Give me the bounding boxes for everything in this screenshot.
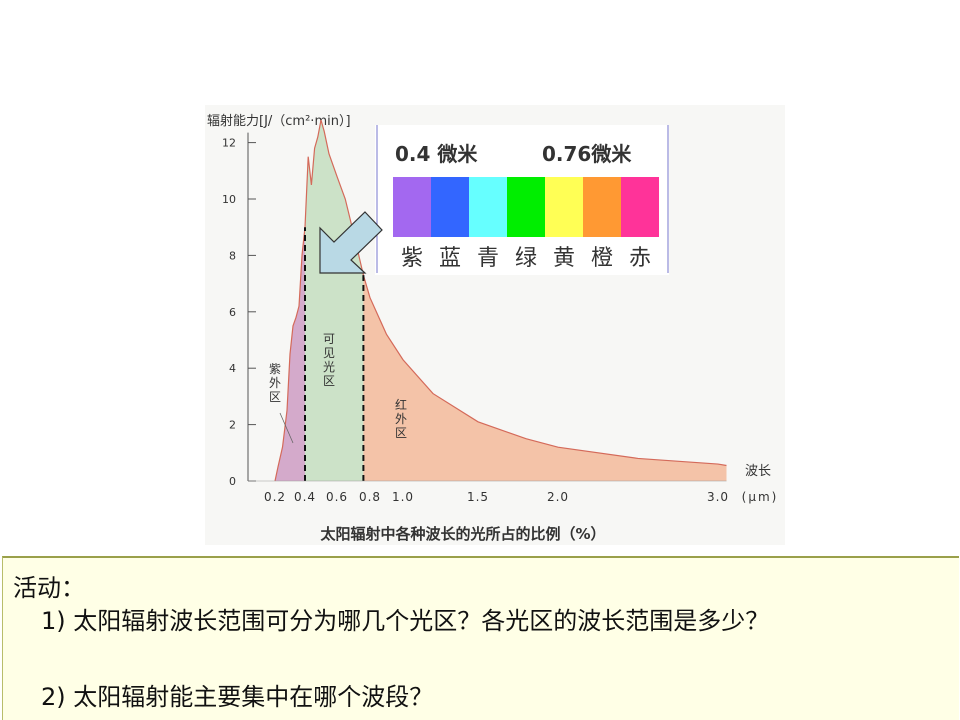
x-axis-unit: (μm): [742, 490, 779, 504]
spectrum-swatch: [583, 177, 621, 237]
spectrum-swatch: [507, 177, 545, 237]
spectrum-swatch: [621, 177, 659, 237]
inset-left-label: 0.4 微米: [395, 142, 478, 166]
spectrum-color-name: 青: [477, 246, 499, 271]
x-tick-label: 3.0: [707, 490, 729, 504]
svg-text:红: 红: [395, 397, 407, 412]
y-tick-label: 10: [222, 193, 236, 206]
solar-radiation-figure: 0 2 4 6 8 10 12 辐射能力[J/（cm²·min）] 0.2 0.4 0.6 0.8 1.…: [205, 105, 785, 545]
spectrum-color-name: 橙: [591, 246, 613, 271]
inset-right-label: 0.76微米: [542, 142, 632, 166]
region-label-uv: 紫外区: [269, 362, 281, 404]
region-area: [305, 120, 364, 481]
chart-svg: 0 2 4 6 8 10 12 辐射能力[J/（cm²·min）] 0.2 0.4 0.6 0.8 1.…: [207, 113, 779, 543]
region-label-ir: 红外区: [395, 397, 407, 440]
chart-title: 太阳辐射中各种波长的光所占的比例（%）: [320, 525, 605, 543]
svg-text:可: 可: [323, 332, 335, 346]
y-tick-label: 8: [229, 249, 236, 262]
y-tick-label: 6: [229, 306, 236, 319]
spectrum-color-name: 紫: [401, 246, 423, 271]
svg-text:外: 外: [395, 412, 407, 426]
svg-text:光: 光: [323, 360, 335, 374]
x-tick-label: 1.0: [392, 490, 414, 504]
activity-title: 活动：: [13, 574, 85, 602]
question-1: 1) 太阳辐射波长范围可分为哪几个光区？各光区的波长范围是多少？: [41, 607, 770, 635]
spectrum-swatch: [545, 177, 583, 237]
svg-text:区: 区: [269, 390, 281, 404]
question-2: 2) 太阳辐射能主要集中在哪个波段？: [41, 683, 434, 711]
svg-text:区: 区: [395, 426, 407, 440]
y-tick-label: 0: [229, 475, 236, 488]
spectrum-swatch: [393, 177, 431, 237]
activity-box: 活动： 1) 太阳辐射波长范围可分为哪几个光区？各光区的波长范围是多少？ 2) …: [2, 556, 959, 720]
x-tick-label: 0.6: [326, 490, 348, 504]
svg-text:见: 见: [323, 346, 335, 360]
spectrum-color-name: 黄: [553, 246, 575, 271]
y-tick-label: 12: [222, 137, 236, 150]
spectrum-color-name: 赤: [629, 246, 651, 271]
x-tick-label: 0.8: [359, 490, 381, 504]
pointer-arrow: [319, 211, 383, 274]
y-tick-label: 4: [229, 362, 236, 375]
x-tick-label: 0.2: [264, 490, 286, 504]
radiation-curve: [274, 119, 727, 482]
uv-label-pointer: [279, 412, 294, 444]
y-axis-label: 辐射能力[J/（cm²·min）]: [207, 113, 351, 129]
svg-text:外: 外: [269, 376, 281, 390]
svg-text:区: 区: [323, 374, 335, 388]
spectrum-swatch: [469, 177, 507, 237]
spectrum-color-name: 蓝: [439, 246, 461, 271]
y-tick-label: 2: [229, 419, 236, 432]
x-tick-label: 2.0: [547, 490, 569, 504]
spectrum-color-name: 绿: [515, 246, 537, 271]
x-tick-label: 0.4: [294, 490, 316, 504]
x-tick-label: 1.5: [467, 490, 489, 504]
spectrum-swatch: [431, 177, 469, 237]
x-axis-label: 波长: [745, 464, 771, 479]
region-area: [363, 275, 727, 481]
svg-text:紫: 紫: [269, 362, 281, 376]
